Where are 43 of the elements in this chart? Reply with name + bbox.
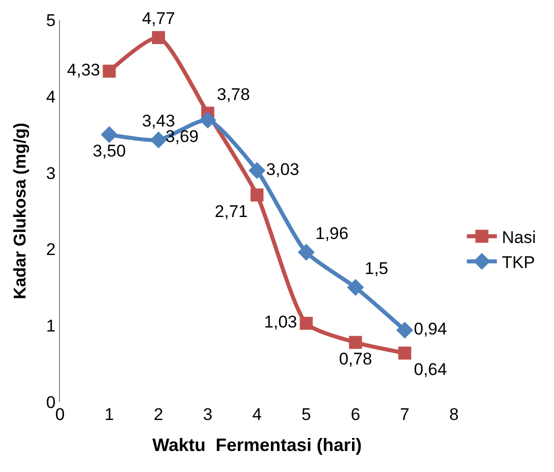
data-label: 1,5: [364, 259, 388, 278]
data-label: 0,94: [414, 319, 447, 338]
data-label: 3,50: [92, 141, 126, 160]
point: [349, 336, 362, 349]
point: [248, 162, 266, 179]
point: [298, 244, 315, 261]
data-label: 1,03: [264, 312, 298, 332]
legend-label: Nasi: [502, 228, 536, 247]
point: [102, 64, 116, 78]
point: [396, 322, 414, 339]
y-tick-label: 5: [46, 10, 56, 30]
point: [300, 316, 313, 330]
y-tick-label: 2: [46, 240, 56, 260]
data-label: 3,03: [266, 160, 300, 179]
y-tick-label: 0: [46, 392, 56, 412]
x-tick-label: 2: [154, 405, 164, 424]
x-tick-label: 8: [449, 405, 459, 424]
x-axis-title: Waktu Fermentasi (hari): [152, 435, 362, 456]
data-label: 2,71: [214, 202, 248, 221]
point: [347, 278, 364, 296]
data-label: 0,64: [414, 360, 447, 379]
y-tick-label: 3: [46, 164, 56, 183]
point: [398, 346, 412, 360]
x-tick-label: 1: [104, 405, 114, 424]
point: [250, 188, 264, 202]
y-tick-label: 4: [46, 87, 56, 106]
data-label: 3,78: [216, 84, 250, 104]
y-axis-title: Kadar Glukosa (mg/g): [10, 122, 30, 300]
point: [152, 31, 165, 44]
y-tick-label: 1: [46, 316, 56, 336]
point: [100, 126, 118, 144]
x-tick-label: 6: [350, 405, 360, 424]
data-label: 4,33: [67, 60, 100, 80]
legend-label: TKP: [502, 252, 535, 272]
point: [150, 132, 167, 148]
x-tick-label: 5: [302, 405, 311, 424]
x-tick-label: 3: [203, 405, 212, 424]
point: [199, 112, 216, 129]
x-tick-label: 7: [400, 405, 410, 424]
x-tick-label: 4: [252, 405, 262, 424]
data-label: 4,77: [142, 9, 176, 28]
data-label: 1,96: [315, 224, 348, 243]
data-label: 0,78: [338, 349, 372, 368]
